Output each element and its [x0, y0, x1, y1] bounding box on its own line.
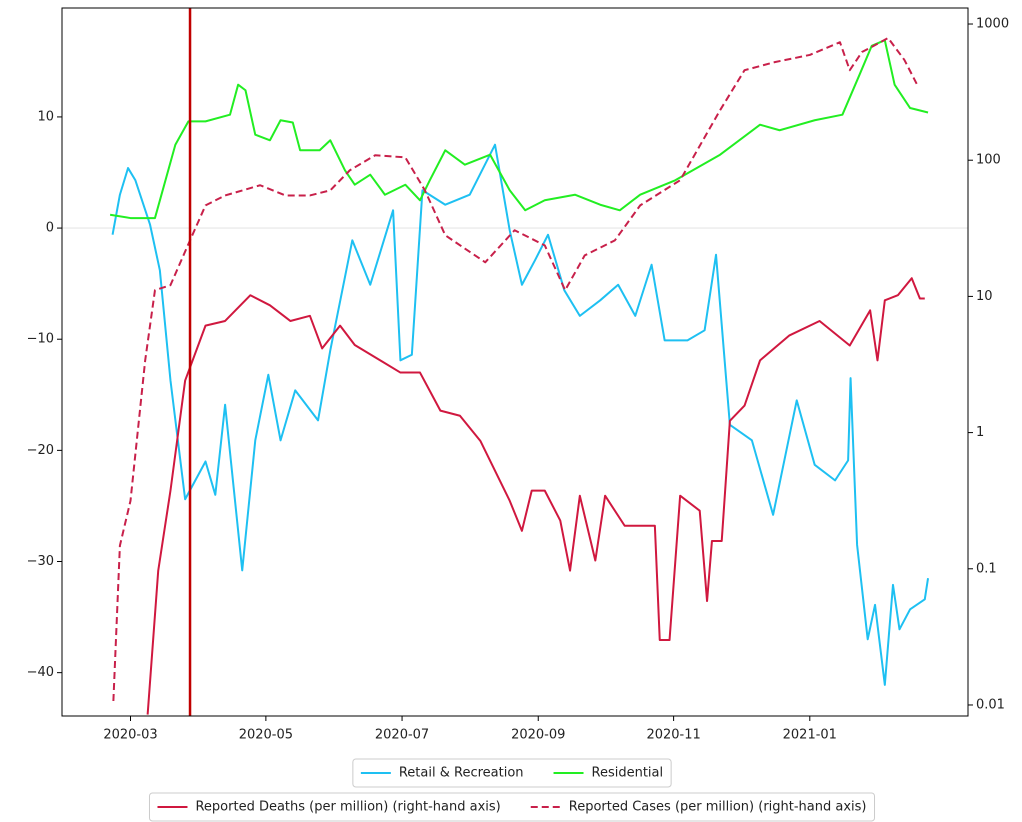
legend-primary-box [352, 758, 672, 788]
plot-lines [109, 8, 930, 716]
legend-label: Reported Cases (per million) (right-hand… [569, 800, 867, 815]
y2-tick-label: 0.01 [976, 697, 1005, 712]
x-tick-label: 2020-03 [103, 728, 157, 743]
series-line [111, 143, 930, 686]
legend-secondary-box [148, 792, 876, 822]
x-tick-label: 2020-05 [239, 728, 293, 743]
x-tick-label: 2020-07 [375, 728, 429, 743]
y2-tick-label: 100 [976, 153, 1001, 168]
plot-area [62, 8, 968, 716]
y-tick-label: −30 [27, 554, 54, 569]
y-tick-label: −20 [27, 443, 54, 458]
x-tick-label: 2020-09 [511, 728, 565, 743]
legend-label: Retail & Recreation [399, 766, 524, 781]
y-tick-label: 0 [46, 221, 54, 236]
x-tick-label: 2021-01 [783, 728, 837, 743]
y2-tick-label: 1 [976, 425, 984, 440]
y2-tick-label: 10 [976, 289, 993, 304]
plot-frame [61, 7, 969, 717]
series-line [109, 39, 929, 220]
y2-tick-label: 1000 [976, 17, 1009, 32]
y-tick-label: −40 [27, 665, 54, 680]
y-tick-label: −10 [27, 332, 54, 347]
series-line [146, 277, 925, 715]
y2-tick-label: 0.1 [976, 561, 997, 576]
legend-label: Residential [592, 766, 664, 781]
x-tick-label: 2020-11 [646, 728, 700, 743]
y-tick-label: 10 [37, 109, 54, 124]
legend-label: Reported Deaths (per million) (right-han… [195, 800, 500, 815]
